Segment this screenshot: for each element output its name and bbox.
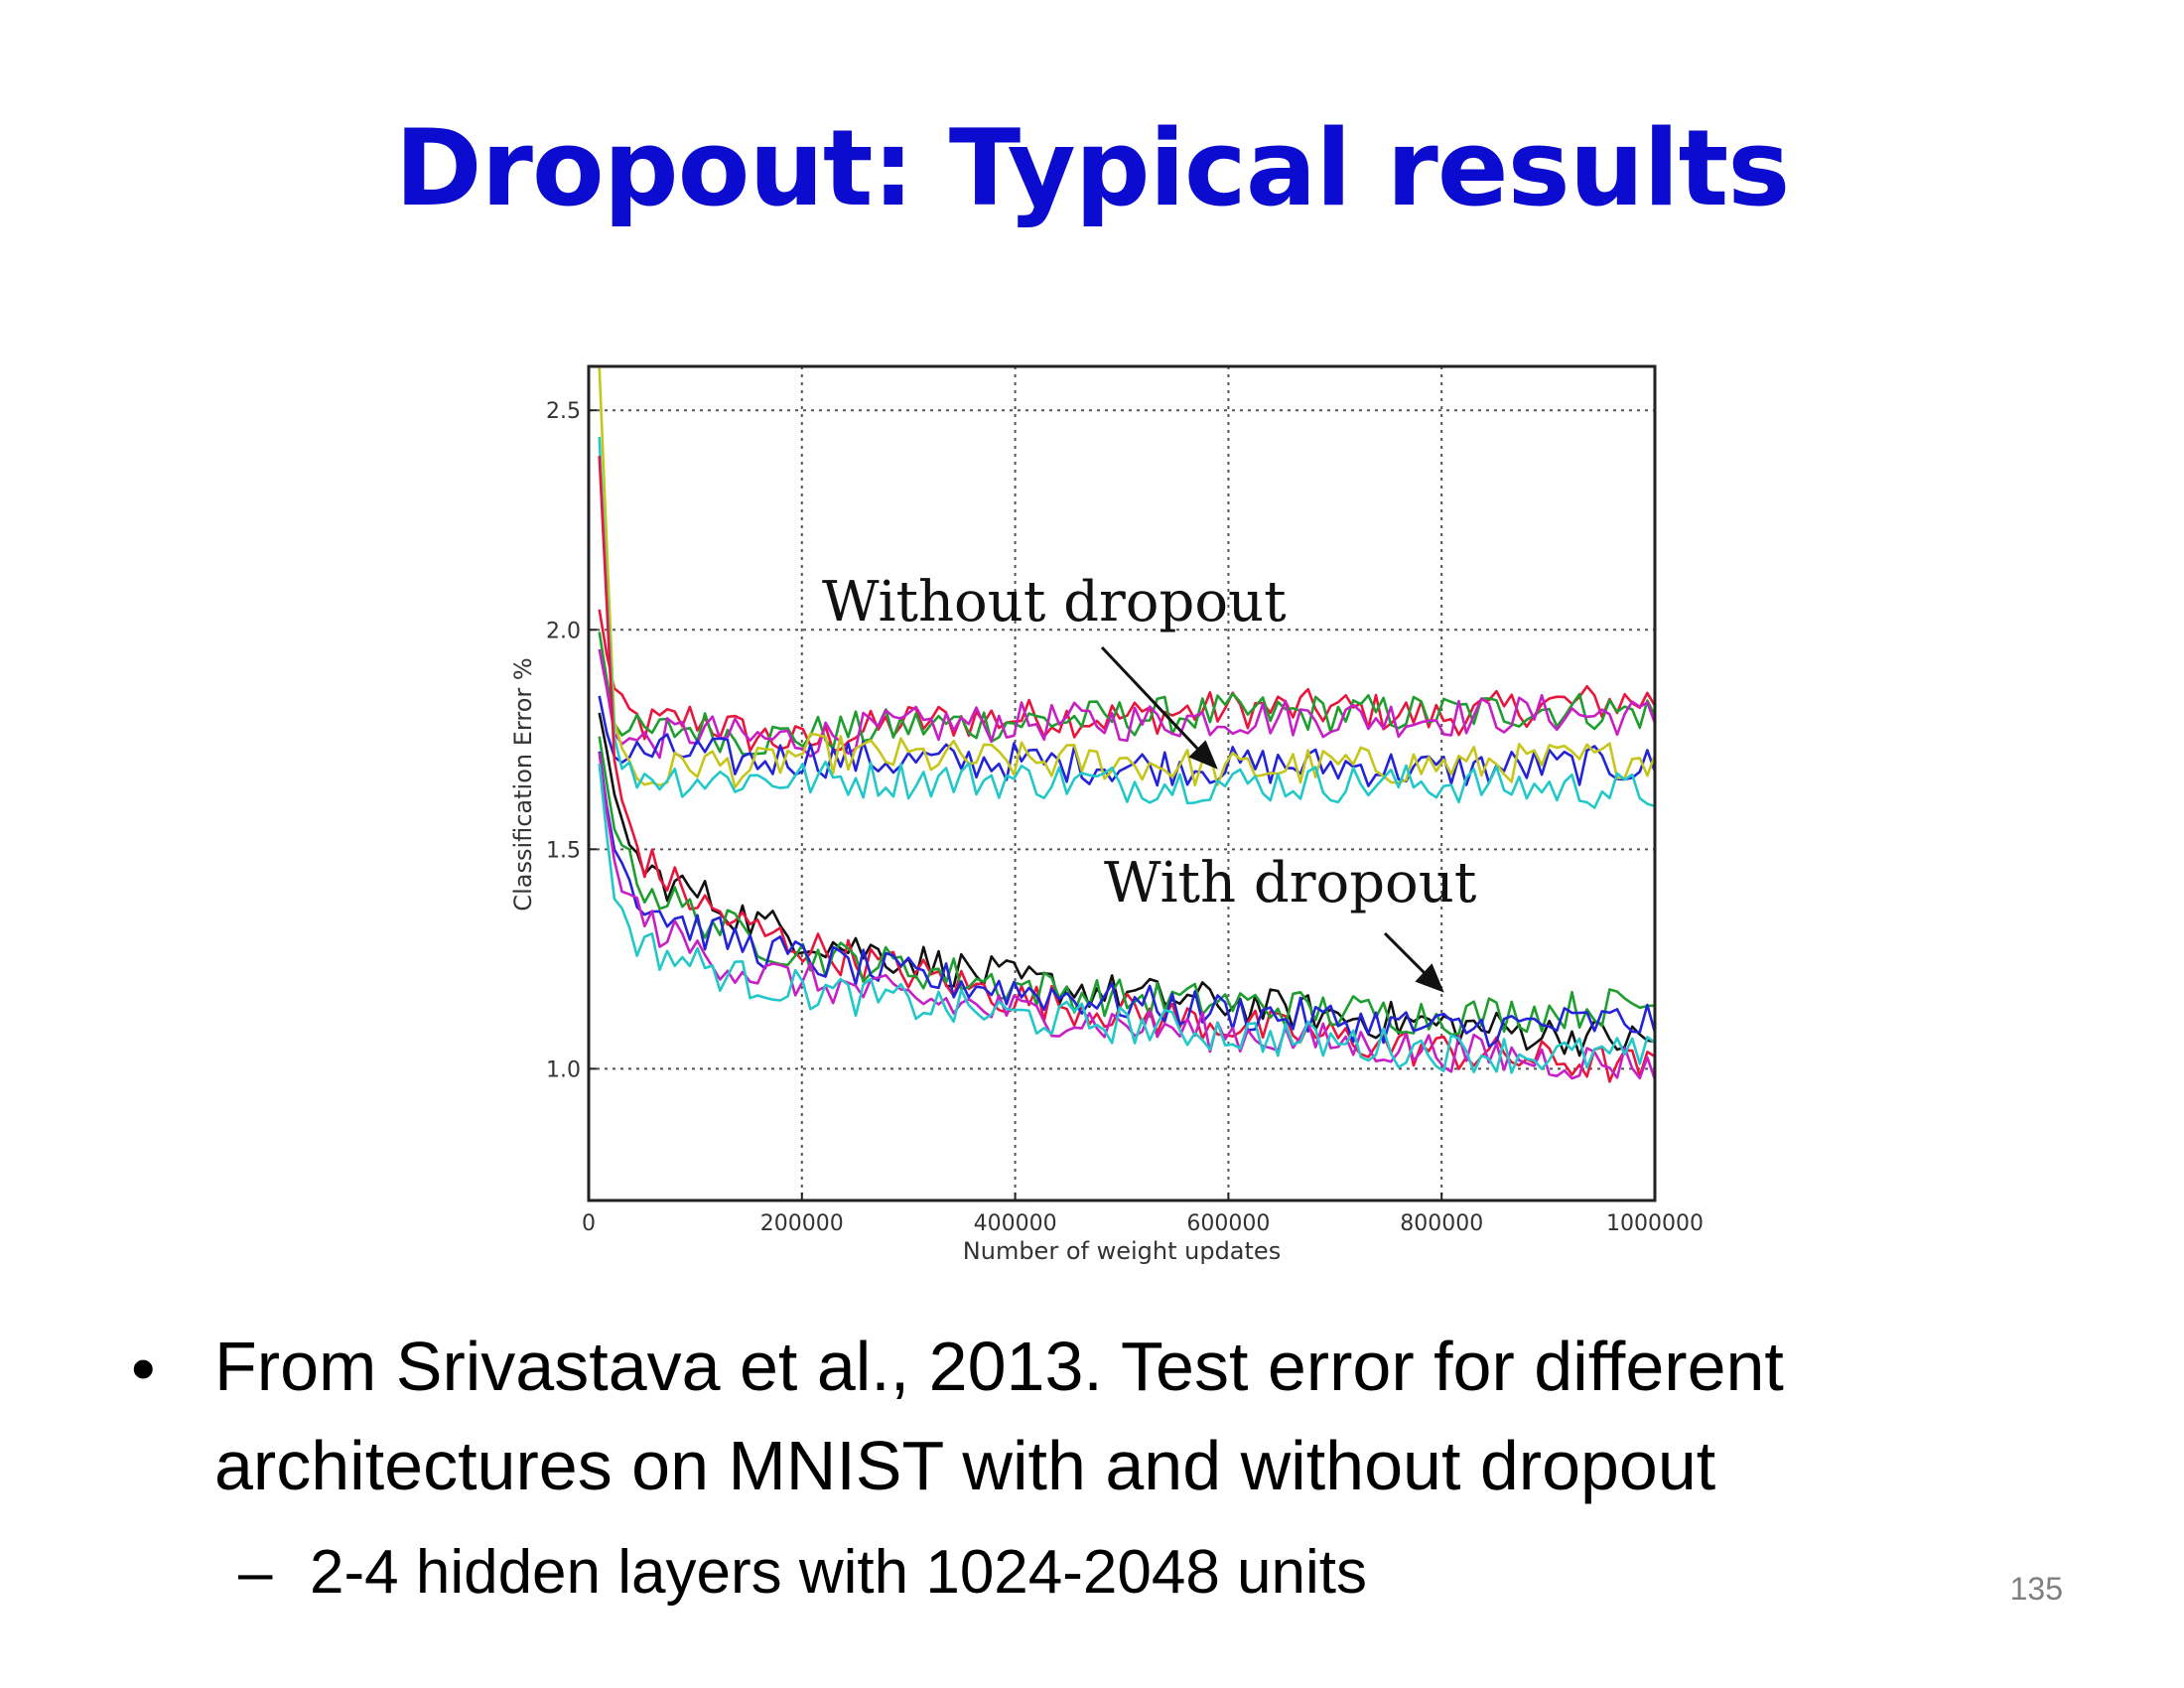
x-tick-label: 0	[582, 1211, 596, 1236]
x-axis-label: Number of weight updates	[963, 1237, 1281, 1265]
annotation-arrow-with	[1383, 931, 1444, 993]
y-tick-label: 1.0	[546, 1057, 581, 1082]
annotation-arrow-without	[1100, 645, 1218, 770]
slide-title: Dropout: Typical results	[394, 107, 1791, 229]
series-line-without-3	[598, 695, 1657, 787]
series-line-without-2	[598, 648, 1657, 760]
chart-series-group	[598, 365, 1657, 1083]
annotation-without-dropout: Without dropout	[822, 570, 1287, 634]
series-line-without-4	[598, 365, 1657, 789]
x-tick-label: 800000	[1400, 1211, 1483, 1236]
x-tick-label: 600000	[1186, 1211, 1270, 1236]
series-line-with-10	[598, 752, 1657, 1080]
y-tick-label: 2.5	[546, 399, 581, 424]
page-number: 135	[2009, 1571, 2063, 1607]
plot-frame	[587, 364, 1657, 1202]
y-tick-label: 2.0	[546, 619, 581, 643]
chart-ticks: 0 200000 400000 600000 800000 1000000 1.0 1.5 2.…	[546, 399, 1704, 1236]
chart-grid	[589, 366, 1655, 1200]
series-line-with-11	[598, 763, 1656, 1074]
x-tick-label: 1000000	[1606, 1211, 1704, 1236]
annotation-with-dropout: With dropout	[1104, 851, 1477, 915]
series-line-with-6	[598, 712, 1656, 1057]
x-tick-label: 400000	[974, 1211, 1057, 1236]
y-tick-label: 1.5	[546, 838, 581, 863]
y-axis-label: Classification Error %	[509, 657, 537, 911]
series-line-without-5	[598, 437, 1656, 809]
x-tick-label: 200000	[760, 1211, 844, 1236]
